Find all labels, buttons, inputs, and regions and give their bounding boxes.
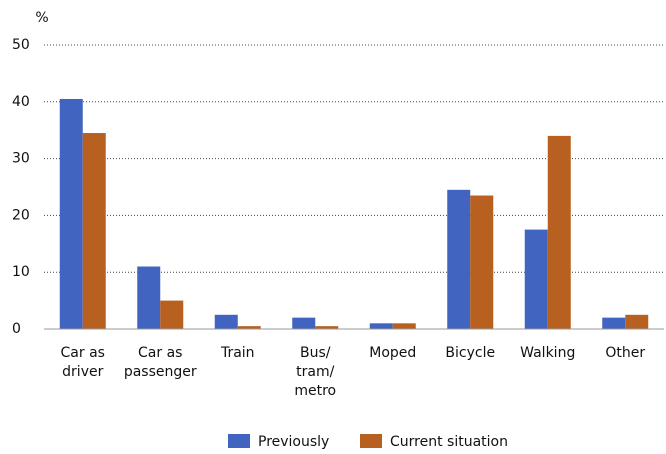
y-unit: % — [35, 10, 48, 26]
bar — [447, 189, 471, 329]
x-tick-line: Car as — [138, 345, 182, 361]
y-tick-label: 40 — [12, 94, 30, 110]
y-tick-label: 10 — [12, 264, 30, 280]
y-tick-label: 50 — [12, 37, 30, 53]
bar — [315, 326, 339, 329]
x-tick-line: Other — [605, 345, 645, 361]
x-tick-line: Bus/ — [300, 345, 331, 361]
x-tick-label: Other — [605, 345, 645, 361]
bar — [392, 323, 416, 329]
bar — [292, 317, 316, 329]
bar — [625, 314, 649, 329]
legend-label: Previously — [258, 434, 329, 450]
y-tick-label: 0 — [12, 321, 21, 337]
legend-label: Current situation — [390, 434, 508, 450]
x-tick-label: Walking — [520, 345, 575, 361]
x-tick-label: Train — [220, 345, 255, 361]
x-tick-line: metro — [294, 383, 336, 399]
bar — [214, 314, 238, 329]
x-tick-line: Bicycle — [445, 345, 495, 361]
bar — [602, 317, 626, 329]
y-tick-label: 20 — [12, 207, 30, 223]
bar — [137, 266, 161, 329]
y-tick-label: 30 — [12, 151, 30, 167]
x-tick-label: Car as driver — [61, 345, 105, 380]
x-tick-line: passenger — [124, 364, 197, 380]
x-tick-line: Car as — [61, 345, 105, 361]
bar — [547, 135, 571, 329]
bar — [160, 300, 184, 329]
bar — [470, 195, 494, 329]
bar — [369, 323, 393, 329]
bar — [524, 229, 548, 329]
x-tick-label: Moped — [369, 345, 416, 361]
x-tick-line: Train — [220, 345, 255, 361]
x-tick-label: Bus/tram/metro — [294, 345, 336, 399]
bar — [82, 133, 106, 329]
x-tick-line: tram/ — [296, 364, 334, 380]
x-tick-label: Bicycle — [445, 345, 495, 361]
legend-swatch — [360, 434, 382, 448]
x-tick-label: Car as passenger — [124, 345, 197, 380]
x-tick-line: Moped — [369, 345, 416, 361]
bar — [59, 98, 83, 330]
x-tick-line: Walking — [520, 345, 575, 361]
x-tick-line: driver — [62, 364, 103, 380]
legend-swatch — [228, 434, 250, 448]
bar — [237, 326, 261, 329]
